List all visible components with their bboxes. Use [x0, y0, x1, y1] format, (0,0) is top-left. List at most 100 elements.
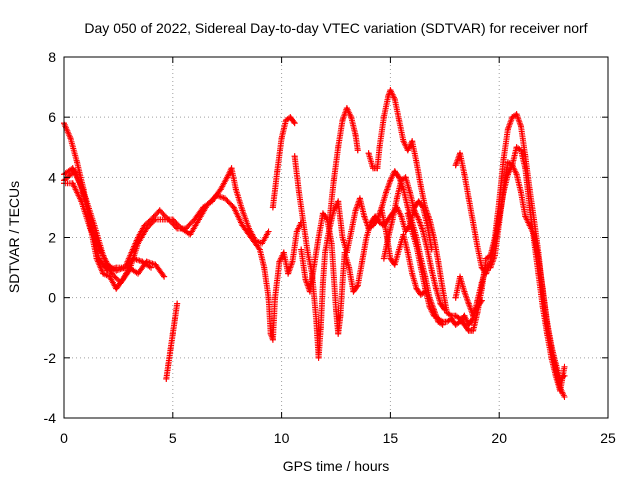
- data-point: [204, 201, 211, 208]
- data-point: [409, 228, 416, 235]
- data-point: [313, 318, 320, 325]
- data-point: [224, 174, 231, 181]
- y-tick-label: 2: [48, 230, 56, 246]
- data-point: [465, 321, 472, 328]
- data-point: [139, 258, 146, 265]
- data-point: [561, 372, 568, 379]
- data-point: [128, 249, 135, 256]
- data-point: [435, 315, 442, 322]
- data-point: [441, 306, 448, 313]
- data-point: [298, 246, 305, 253]
- data-point: [354, 147, 361, 154]
- data-points: [61, 87, 568, 400]
- data-point: [372, 213, 379, 220]
- data-point: [213, 192, 220, 199]
- data-point: [522, 165, 529, 172]
- data-point: [424, 246, 431, 253]
- data-point: [326, 216, 333, 223]
- axis-ticks: 0 5 10 15 20 25 -4 -2 0 2 4 6 8: [44, 49, 616, 446]
- data-point: [71, 168, 78, 175]
- data-point: [315, 234, 322, 241]
- data-point: [239, 207, 246, 214]
- data-point: [343, 105, 350, 112]
- data-point: [278, 135, 285, 142]
- data-point: [526, 222, 533, 229]
- data-point: [169, 330, 176, 337]
- data-point: [448, 315, 455, 322]
- data-point: [561, 363, 568, 370]
- data-point: [380, 114, 387, 121]
- data-point: [265, 294, 272, 301]
- data-point: [339, 234, 346, 241]
- data-point: [152, 261, 159, 268]
- data-point: [306, 288, 313, 295]
- y-tick-label: -2: [44, 350, 57, 366]
- data-point: [276, 258, 283, 265]
- y-tick-label: 4: [48, 169, 56, 185]
- data-point: [483, 270, 490, 277]
- data-point: [404, 249, 411, 256]
- x-tick-label: 15: [383, 430, 399, 446]
- data-point: [265, 228, 272, 235]
- data-point: [517, 147, 524, 154]
- data-point: [248, 234, 255, 241]
- data-point: [174, 300, 181, 307]
- data-point: [296, 189, 303, 196]
- series-track-n: [380, 174, 448, 313]
- data-point: [165, 360, 172, 367]
- data-point: [378, 207, 385, 214]
- data-point: [287, 114, 294, 121]
- data-point: [457, 150, 464, 157]
- data-point: [376, 144, 383, 151]
- series-track-l: [452, 150, 568, 382]
- data-point: [78, 198, 85, 205]
- data-point: [171, 315, 178, 322]
- data-point: [267, 330, 274, 337]
- data-point: [348, 114, 355, 121]
- data-point: [178, 225, 185, 232]
- series-track-d: [163, 300, 181, 382]
- series-track-i: [326, 105, 361, 223]
- data-point: [121, 264, 128, 271]
- data-point: [67, 135, 74, 142]
- data-point: [435, 258, 442, 265]
- data-point: [169, 216, 176, 223]
- data-point: [161, 216, 168, 223]
- data-point: [330, 177, 337, 184]
- data-point: [302, 276, 309, 283]
- grid-lines: [64, 57, 608, 418]
- data-point: [535, 255, 542, 262]
- data-point: [354, 282, 361, 289]
- data-point: [272, 294, 279, 301]
- data-point: [126, 267, 133, 274]
- data-point: [269, 336, 276, 343]
- data-point: [69, 180, 76, 187]
- data-point: [387, 255, 394, 262]
- data-point: [239, 222, 246, 229]
- series-markers: [163, 300, 181, 382]
- data-point: [509, 162, 516, 169]
- data-point: [117, 279, 124, 286]
- data-point: [430, 234, 437, 241]
- data-point: [365, 150, 372, 157]
- data-point: [163, 375, 170, 382]
- data-point: [352, 207, 359, 214]
- data-point: [328, 240, 335, 247]
- data-point: [385, 93, 392, 100]
- data-point: [280, 249, 287, 256]
- data-point: [256, 246, 263, 253]
- data-point: [404, 204, 411, 211]
- data-point: [393, 195, 400, 202]
- data-point: [367, 219, 374, 226]
- y-tick-label: 8: [48, 49, 56, 65]
- data-point: [474, 303, 481, 310]
- data-point: [232, 186, 239, 193]
- data-point: [335, 330, 342, 337]
- data-point: [409, 138, 416, 145]
- data-point: [339, 279, 346, 286]
- data-point: [398, 177, 405, 184]
- data-point: [428, 267, 435, 274]
- data-point: [143, 225, 150, 232]
- data-point: [452, 312, 459, 319]
